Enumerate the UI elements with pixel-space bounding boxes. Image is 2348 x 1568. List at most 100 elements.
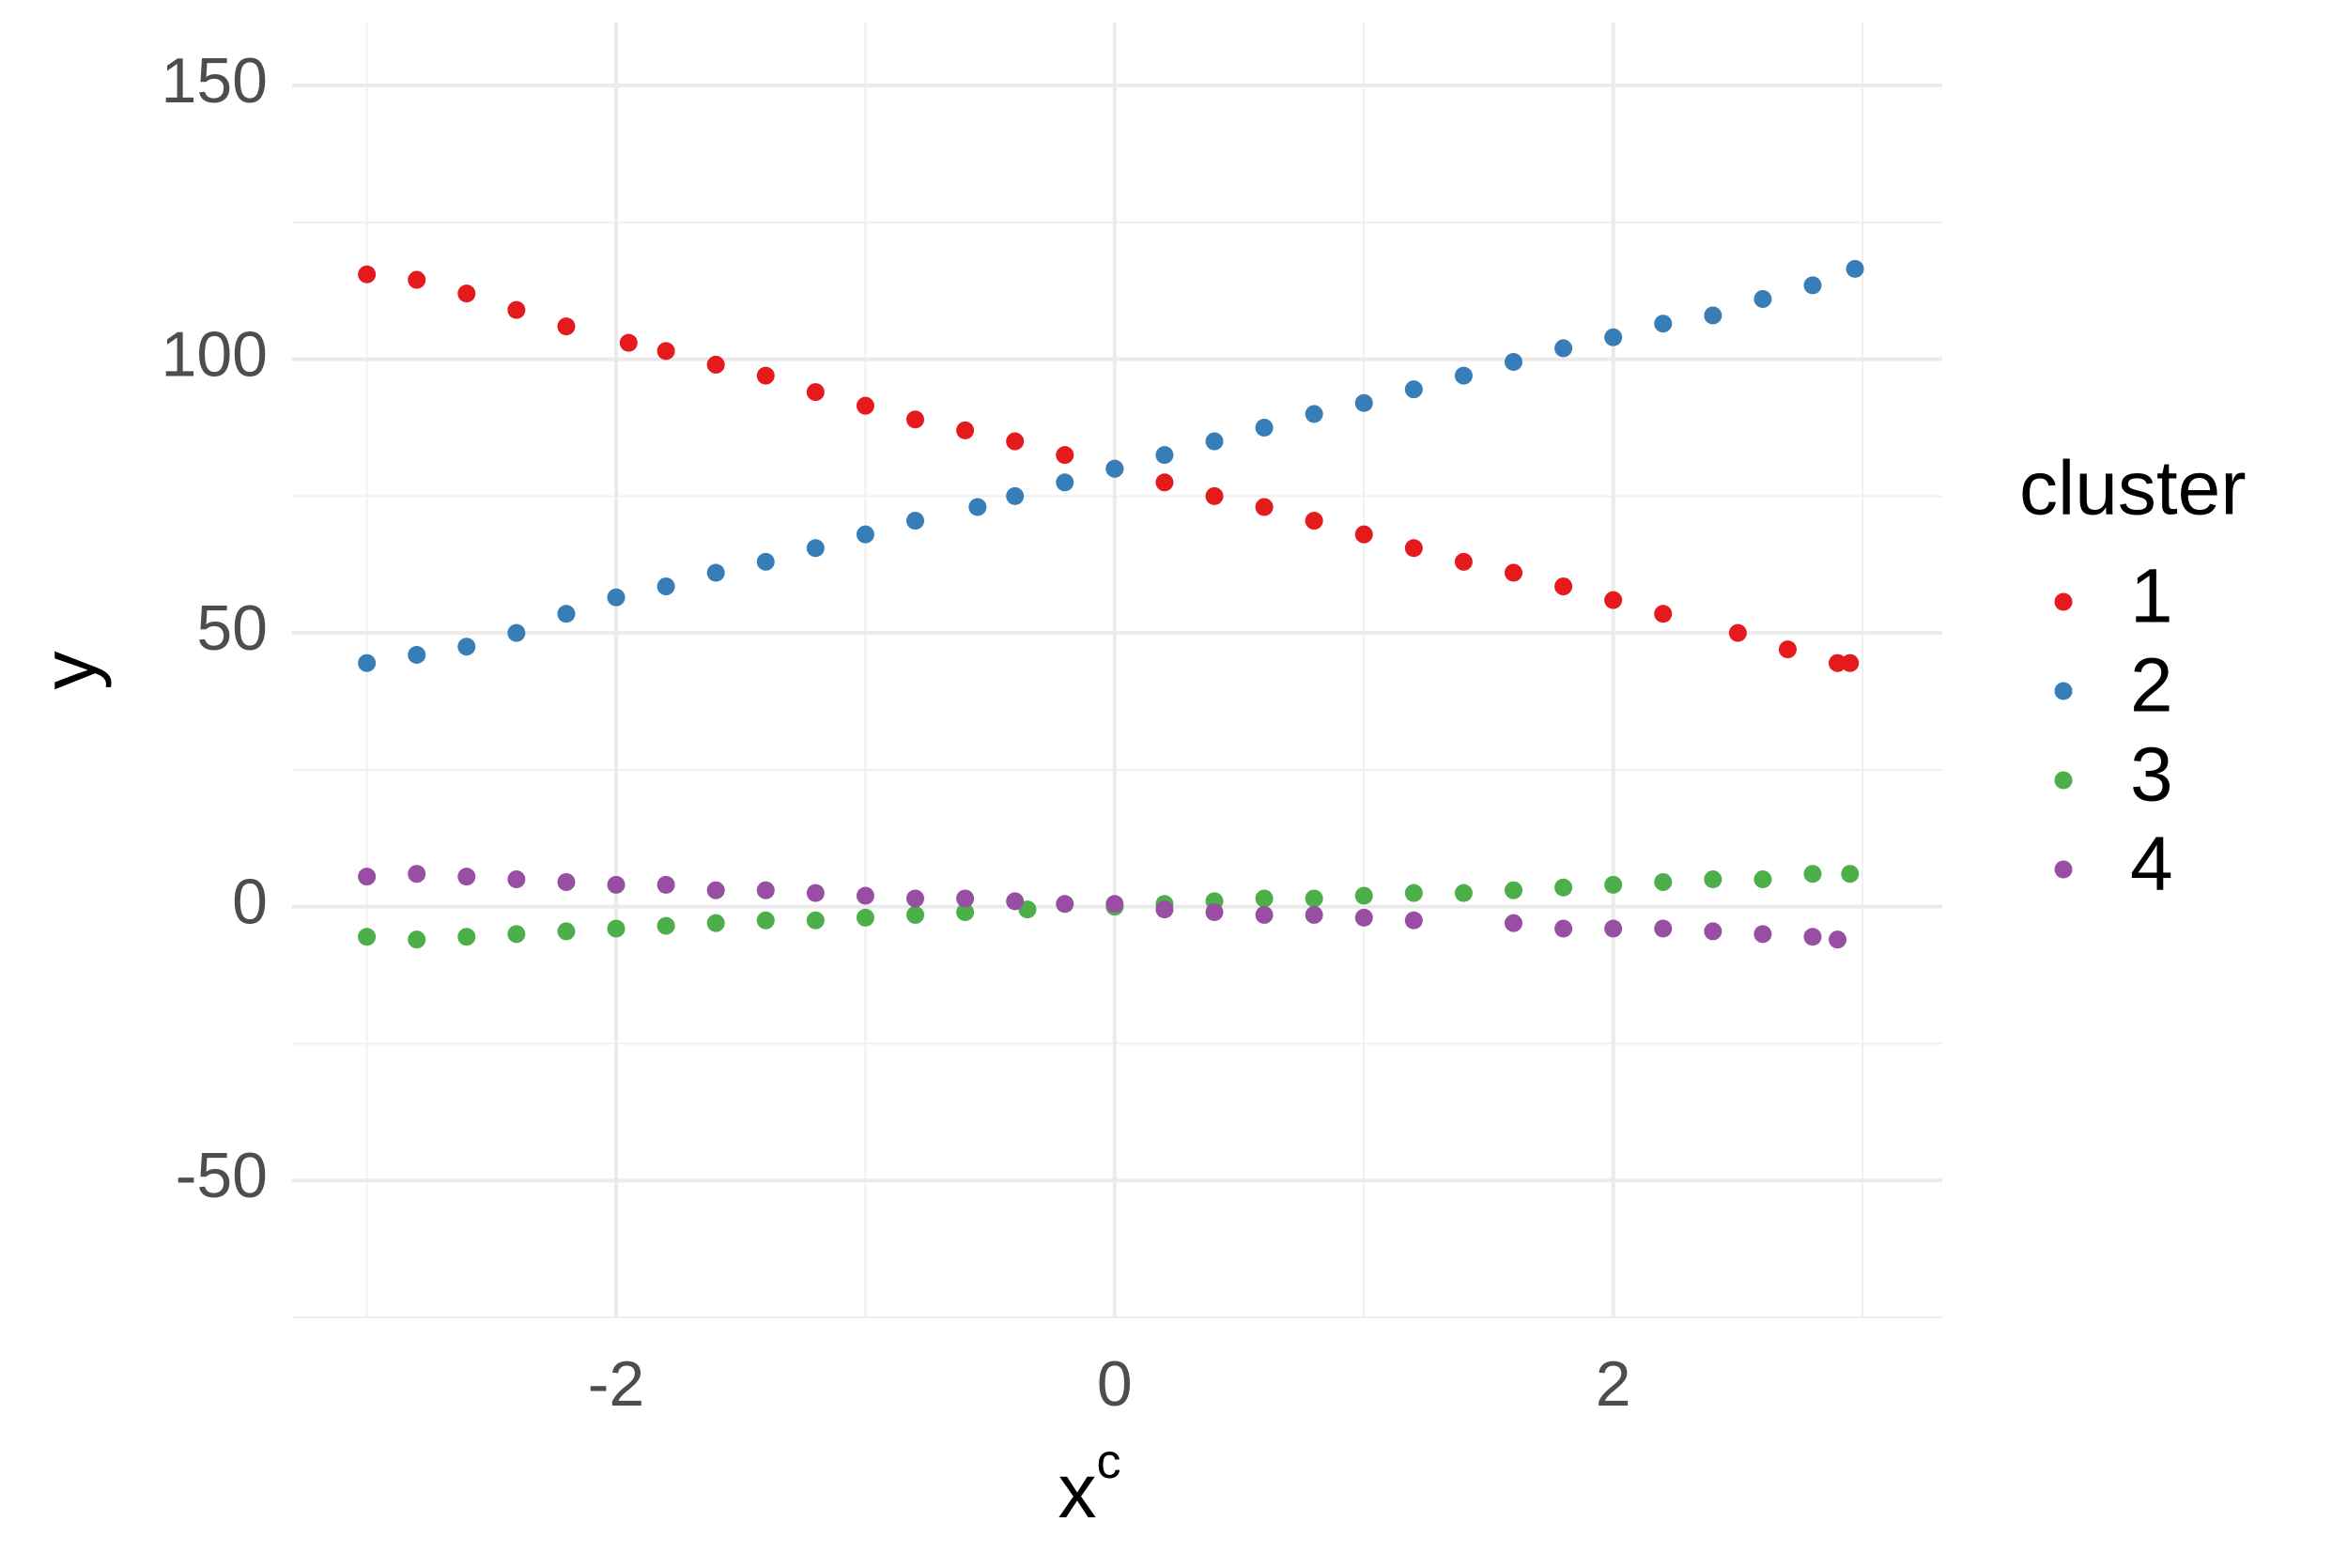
point (956, 421, 975, 439)
point (1006, 432, 1025, 451)
point (457, 868, 476, 886)
point (1056, 473, 1074, 492)
legend-label: 3 (2130, 732, 2173, 818)
legend-marker (2054, 682, 2073, 700)
point (1704, 922, 1722, 941)
point (756, 552, 775, 571)
point (619, 333, 638, 352)
point (1704, 870, 1722, 889)
point (1778, 640, 1797, 659)
point (1604, 875, 1623, 894)
point (408, 865, 426, 884)
point (756, 881, 775, 899)
point (706, 881, 725, 899)
point (457, 928, 476, 946)
point (557, 922, 576, 941)
point (358, 653, 377, 672)
point (1454, 366, 1473, 385)
point (706, 914, 725, 932)
point (657, 875, 675, 894)
point (1006, 486, 1025, 505)
point (906, 410, 925, 429)
point (1753, 870, 1772, 889)
point (1404, 380, 1423, 399)
point (1454, 552, 1473, 571)
y-tick-label: 150 (162, 45, 268, 116)
point (1841, 653, 1860, 672)
point (706, 563, 725, 582)
point (1205, 903, 1224, 922)
point (906, 889, 925, 908)
point (1404, 884, 1423, 902)
point (1354, 886, 1373, 905)
point (1454, 884, 1473, 902)
point (1105, 459, 1124, 478)
legend-label: 4 (2130, 822, 2173, 907)
point (1354, 908, 1373, 927)
point (1803, 865, 1822, 884)
x-axis-label: xc (1058, 1435, 1121, 1534)
legend-label: 1 (2130, 554, 2173, 639)
point (1803, 276, 1822, 295)
point (1305, 889, 1323, 908)
point (806, 884, 825, 902)
point (607, 919, 626, 938)
point (1554, 577, 1573, 596)
point (657, 577, 675, 596)
point (1354, 393, 1373, 412)
point (756, 366, 775, 385)
point (1554, 339, 1573, 358)
point (1504, 914, 1522, 932)
point (1753, 925, 1772, 944)
point (1155, 446, 1174, 465)
point (557, 605, 576, 623)
point (457, 638, 476, 656)
point (557, 872, 576, 891)
y-tick-label: 0 (232, 867, 268, 938)
point (906, 905, 925, 924)
point (1056, 446, 1074, 465)
point (856, 908, 874, 927)
point (408, 645, 426, 664)
x-axis-label-superscript: c (1097, 1435, 1121, 1489)
point (856, 525, 874, 544)
point (1829, 653, 1847, 672)
y-tick-label: 50 (196, 592, 268, 664)
point (1205, 486, 1224, 505)
point (806, 383, 825, 402)
point (1554, 878, 1573, 897)
point (1504, 881, 1522, 899)
point (1255, 905, 1274, 924)
point (358, 928, 377, 946)
point (1155, 900, 1174, 919)
point (507, 925, 526, 944)
y-tick-label: 100 (162, 319, 268, 391)
point (1404, 539, 1423, 558)
point (1841, 865, 1860, 884)
point (856, 886, 874, 905)
point (1305, 512, 1323, 530)
legend-title: cluster (2019, 446, 2247, 531)
legend-marker (2054, 860, 2073, 879)
point (1604, 919, 1623, 938)
point (358, 868, 377, 886)
point (806, 539, 825, 558)
point (557, 317, 576, 336)
point (1305, 905, 1323, 924)
point (1728, 623, 1747, 642)
point (1604, 328, 1623, 346)
point (1504, 353, 1522, 372)
series (358, 865, 1847, 949)
point (358, 265, 377, 284)
point (806, 911, 825, 930)
point (1654, 605, 1673, 623)
point (457, 284, 476, 303)
point (856, 396, 874, 415)
point (1704, 306, 1722, 325)
point (956, 889, 975, 908)
point (1255, 889, 1274, 908)
legend-marker (2054, 771, 2073, 790)
point (1155, 473, 1174, 492)
point (507, 870, 526, 889)
